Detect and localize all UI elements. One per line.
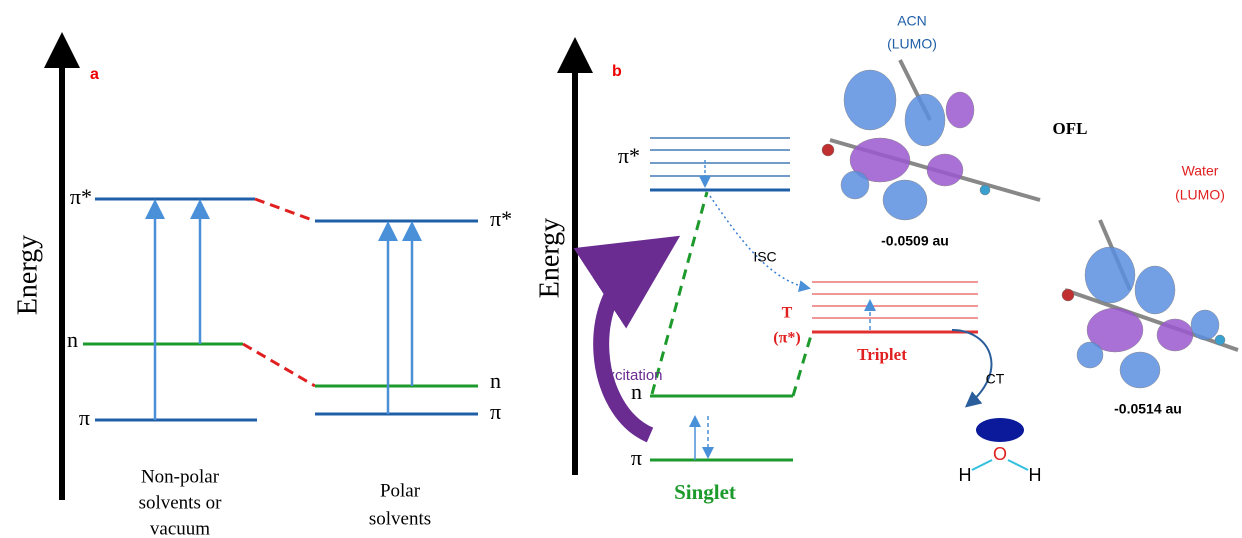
molecule-name: OFL — [1053, 119, 1088, 138]
level-label: π — [490, 399, 501, 424]
connector — [243, 344, 315, 386]
orbital-title: (LUMO) — [887, 36, 937, 52]
isc-label: ISC — [753, 249, 776, 265]
excitation-label: Excitation — [597, 367, 662, 384]
orbital-energy: -0.0514 au — [1114, 401, 1182, 417]
level-label: n — [67, 327, 78, 352]
axis-label: Energy — [534, 218, 565, 298]
orbital-title: ACN — [897, 13, 927, 29]
state-symbol: T — [782, 305, 793, 322]
bond — [972, 460, 992, 470]
panel-a: a Energy π* n π π* n π Non-polar solvent… — [12, 50, 512, 538]
level-label: π — [631, 445, 642, 470]
isc-arrow — [710, 196, 808, 288]
state-symbol: (π*) — [773, 330, 800, 347]
level-label: π* — [618, 143, 640, 168]
triplet-manifold — [812, 282, 978, 332]
atom: H — [1029, 465, 1042, 485]
orbital-title: Water — [1182, 163, 1219, 179]
state-label: Singlet — [674, 480, 736, 504]
level-label: π* — [70, 184, 92, 209]
level-label: π* — [490, 206, 512, 231]
level-label: π — [79, 405, 90, 430]
bond — [1008, 460, 1028, 470]
axis-label: Energy — [12, 235, 43, 315]
orbital-energy: -0.0509 au — [881, 233, 949, 249]
caption: solvents or — [139, 492, 223, 513]
caption: Polar — [380, 480, 421, 501]
water-orbital — [1062, 220, 1238, 388]
panel-label: a — [90, 66, 99, 83]
state-label: Triplet — [857, 345, 907, 364]
panel-b: b Energy π* n π Singlet Excitation ISC T… — [534, 13, 1238, 504]
orbital-title: (LUMO) — [1175, 187, 1225, 203]
pi-star-manifold — [650, 138, 790, 190]
connector — [652, 192, 707, 394]
ct-arrow — [952, 330, 991, 405]
level-label: n — [490, 368, 501, 393]
acn-orbital — [822, 60, 1040, 220]
ct-label: CT — [986, 371, 1005, 387]
caption: Non-polar — [141, 466, 220, 487]
excitation-arrow — [601, 262, 650, 435]
figure: a Energy π* n π π* n π Non-polar solvent… — [0, 0, 1242, 538]
panel-label: b — [612, 63, 622, 80]
electron-cloud — [976, 418, 1024, 442]
caption: solvents — [369, 508, 431, 529]
connector — [255, 199, 315, 221]
atom: H — [959, 465, 972, 485]
atom: O — [993, 444, 1007, 464]
caption: vacuum — [150, 518, 210, 538]
